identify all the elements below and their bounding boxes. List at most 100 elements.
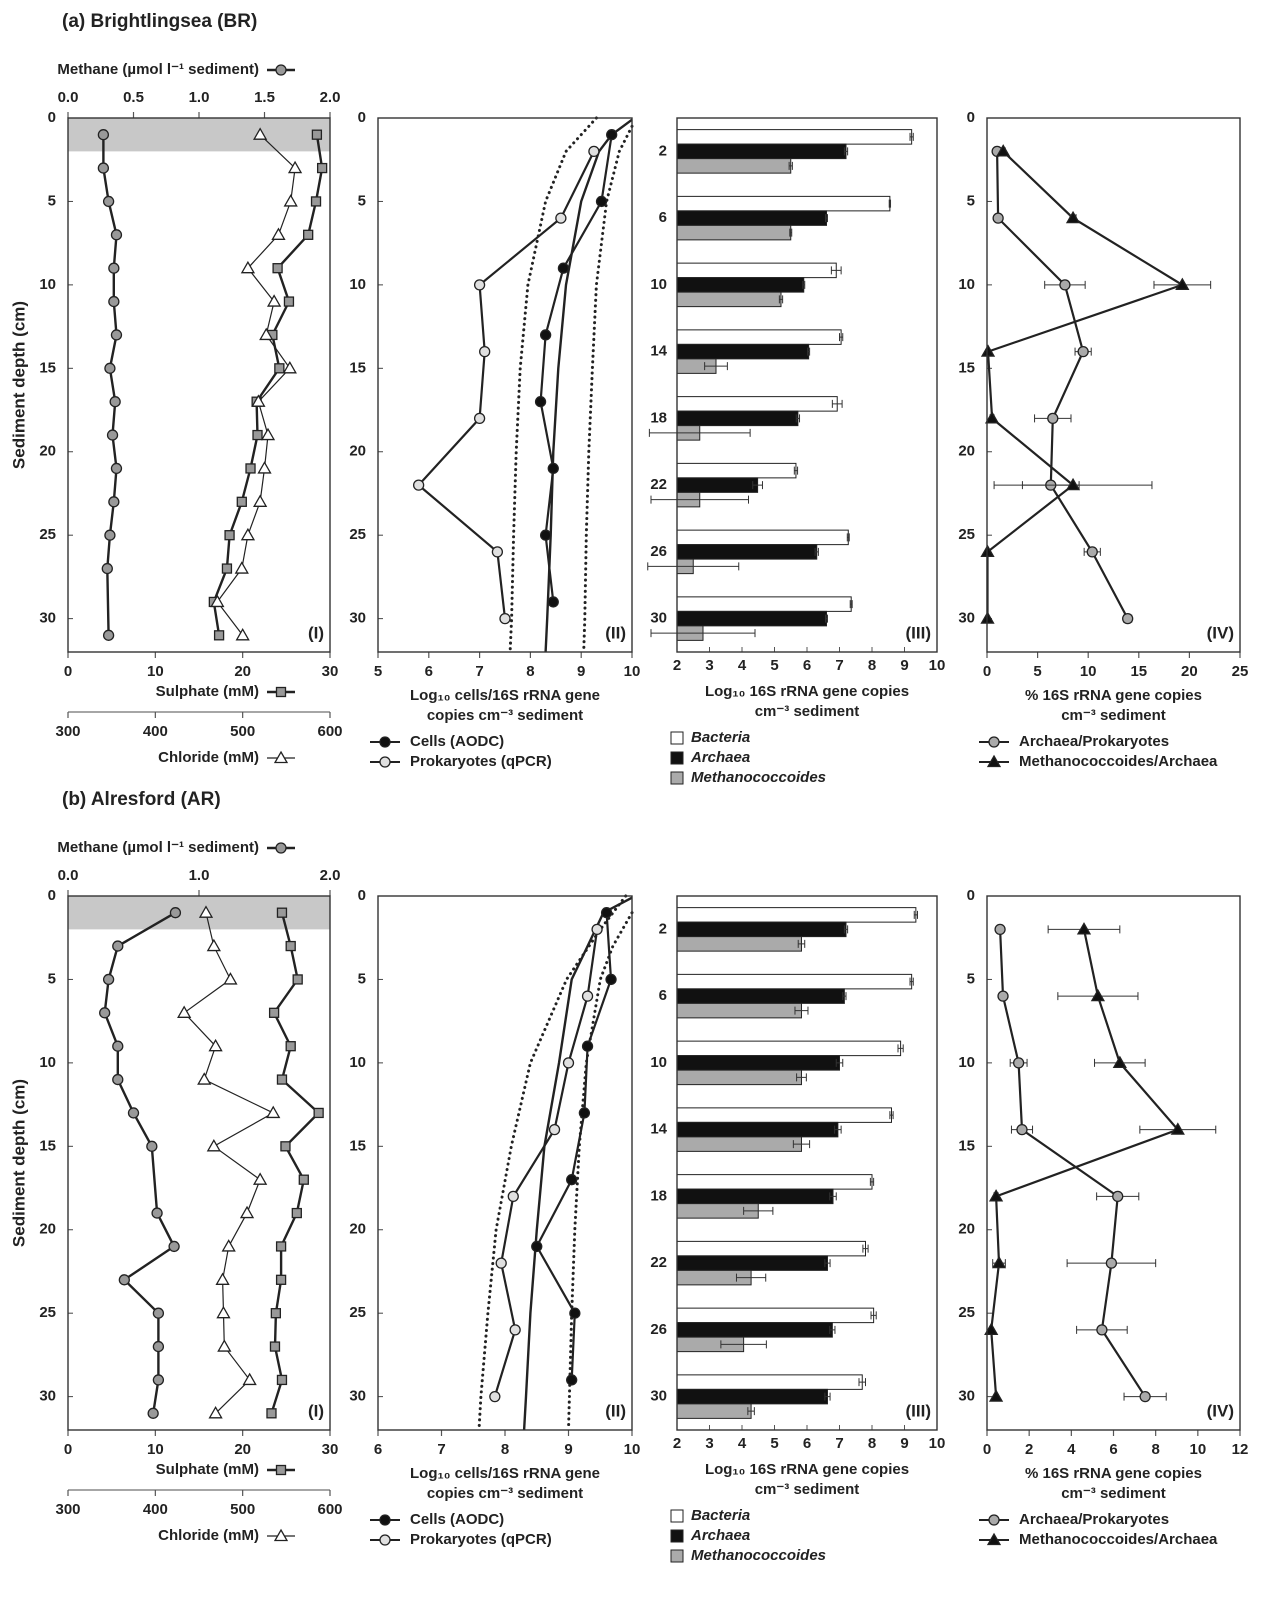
data-point — [259, 327, 274, 341]
error-bar — [802, 280, 806, 289]
x-tick-label: 300 — [55, 723, 80, 740]
x-tick-label: 12 — [1232, 1441, 1249, 1458]
data-point — [1047, 412, 1059, 425]
data-point — [112, 940, 124, 952]
data-point — [282, 361, 297, 374]
x-tick-label: 0.5 — [123, 89, 144, 106]
bar — [676, 210, 827, 226]
data-point — [108, 295, 120, 308]
error-bar — [795, 414, 801, 423]
data-point — [555, 212, 567, 224]
y-tick-label: 25 — [349, 1304, 366, 1321]
data-point — [272, 263, 283, 274]
data-point — [102, 195, 115, 208]
error-bar — [704, 362, 728, 371]
x-axis-label: copies cm⁻³ sediment — [427, 1485, 583, 1502]
x-tick-label: 1.0 — [189, 89, 210, 106]
data-point — [992, 212, 1004, 224]
data-point — [1086, 546, 1098, 558]
x-tick-label: 10 — [624, 1441, 641, 1458]
x-tick-label: 7 — [475, 663, 483, 680]
error-bar — [788, 161, 793, 170]
panel-label: (I) — [308, 1401, 324, 1420]
x-tick-label: 5 — [374, 663, 382, 680]
data-point — [213, 630, 225, 641]
error-bar — [793, 466, 799, 475]
bar — [676, 329, 842, 345]
data-point — [104, 529, 116, 541]
data-point — [1175, 277, 1190, 291]
data-point — [102, 973, 115, 986]
x-tick-label: 7 — [835, 1435, 843, 1452]
x-tick-label: 5 — [770, 1435, 778, 1452]
error-bar — [735, 1273, 767, 1282]
x-tick-label: 0 — [64, 663, 72, 680]
x-tick-label: 600 — [317, 723, 342, 740]
data-point — [605, 973, 617, 986]
data-point — [566, 1374, 578, 1386]
data-point — [110, 462, 123, 475]
data-point — [240, 527, 256, 541]
x-tick-label: 2 — [673, 1435, 681, 1452]
error-bar — [870, 1311, 877, 1320]
x-tick-label: 2 — [1025, 1441, 1033, 1458]
x-axis-label: Log₁₀ 16S rRNA gene copies — [705, 1461, 909, 1478]
data-point — [168, 1240, 180, 1253]
bar — [676, 1002, 802, 1019]
data-point — [283, 296, 295, 307]
x-tick-label: 6 — [803, 657, 811, 674]
error-bar — [796, 1073, 807, 1082]
x-axis-label: cm⁻³ sediment — [1061, 707, 1166, 724]
bar — [676, 921, 847, 938]
error-bar — [830, 266, 842, 275]
bar — [676, 291, 782, 308]
data-point — [177, 1005, 192, 1018]
data-point — [606, 129, 618, 141]
data-point — [287, 160, 303, 174]
data-point — [1077, 345, 1089, 358]
data-point — [509, 1324, 521, 1336]
data-point — [152, 1307, 165, 1319]
data-point — [208, 1038, 223, 1052]
y-tick-label: 15 — [39, 1137, 56, 1154]
legend-label: Archaea — [690, 749, 750, 766]
label-marker — [275, 842, 287, 854]
x-tick-label: 10 — [1080, 663, 1097, 680]
bar — [676, 1374, 863, 1390]
data-point — [276, 1074, 288, 1085]
error-bar — [747, 1407, 755, 1416]
model-curve — [508, 116, 598, 654]
error-bar — [909, 977, 914, 986]
data-point — [152, 1340, 165, 1353]
category-label: 2 — [659, 142, 667, 159]
x-axis-label: cm⁻³ sediment — [755, 703, 860, 720]
x-tick-label: 1.5 — [254, 89, 275, 106]
legend-label: Archaea/Prokaryotes — [1019, 1511, 1169, 1528]
data-point — [313, 1107, 324, 1119]
legend-label: Cells (AODC) — [410, 733, 504, 750]
y-tick-label: 10 — [349, 1054, 366, 1071]
data-point — [531, 1240, 543, 1253]
data-point — [221, 1239, 236, 1252]
series-line — [986, 150, 1185, 619]
data-point — [316, 162, 328, 174]
x-tick-label: 4 — [738, 1435, 747, 1452]
data-point — [499, 612, 511, 625]
series-label: Sulphate (mM) — [156, 683, 259, 700]
x-axis-label: Log₁₀ 16S rRNA gene copies — [705, 683, 909, 700]
data-point — [216, 1305, 231, 1319]
data-point — [1065, 477, 1081, 491]
data-point — [151, 1207, 163, 1219]
bar — [676, 1107, 892, 1123]
data-point — [271, 227, 286, 240]
y-tick-label: 15 — [39, 359, 56, 376]
series-label: Chloride (mM) — [158, 749, 259, 766]
x-axis-label: copies cm⁻³ sediment — [427, 707, 583, 724]
data-point — [118, 1274, 130, 1286]
bar — [676, 1255, 828, 1271]
data-point — [600, 907, 613, 919]
bar — [676, 907, 917, 923]
panel-frame — [676, 895, 938, 1431]
x-tick-label: 4 — [1067, 1441, 1076, 1458]
data-point — [298, 1174, 309, 1185]
